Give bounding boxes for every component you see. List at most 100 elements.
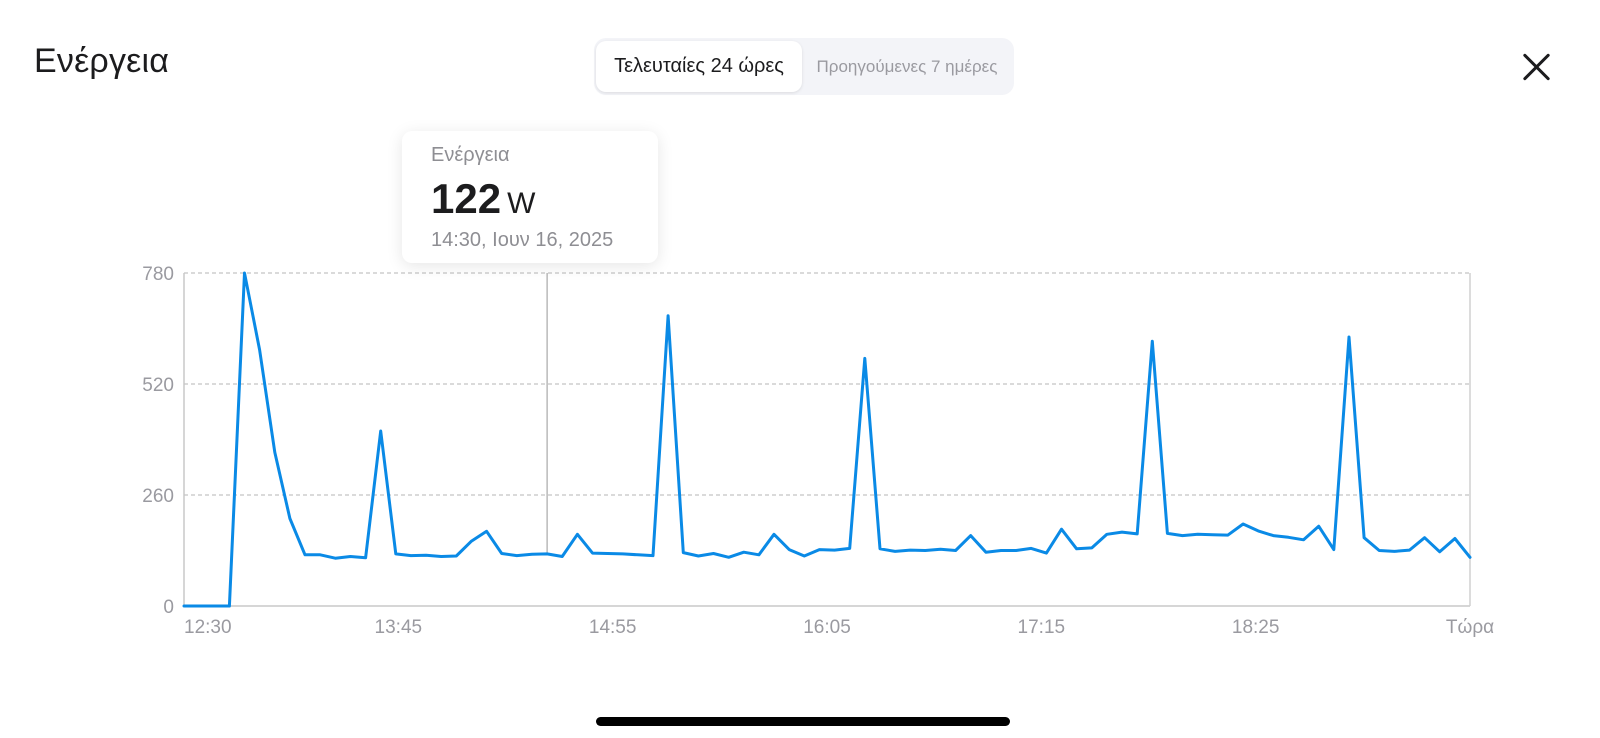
tooltip-value: 122 (431, 175, 502, 222)
tooltip-timestamp: 14:30, Ιουν 16, 2025 (431, 229, 614, 251)
y-tick-label: 0 (163, 597, 174, 618)
tooltip-label: Ενέργεια (431, 144, 510, 166)
data-point (939, 548, 942, 551)
data-point (1105, 533, 1108, 536)
data-point (409, 554, 412, 557)
home-indicator (596, 717, 1010, 726)
data-point (1000, 549, 1003, 552)
data-point (1196, 533, 1199, 536)
y-tick-label: 780 (142, 264, 174, 285)
data-point (1226, 534, 1229, 537)
data-point (515, 554, 518, 557)
x-tick-label: 18:25 (1232, 617, 1280, 638)
data-point (1136, 532, 1139, 535)
data-point (621, 552, 624, 555)
tab-last-24-hours[interactable]: Τελευταίες 24 ώρες (596, 41, 802, 92)
data-point (304, 553, 307, 556)
data-point (228, 605, 231, 608)
data-point (667, 314, 670, 317)
data-point (546, 552, 549, 555)
tab-previous-7-days[interactable]: Προηγούμενες 7 ημέρες (816, 57, 998, 76)
data-point (1453, 537, 1456, 540)
tooltip-unit: W (507, 187, 536, 220)
data-point (742, 551, 745, 554)
data-point (243, 272, 246, 275)
data-point (652, 554, 655, 557)
data-point (1348, 336, 1351, 339)
data-point (1121, 531, 1124, 534)
data-point (273, 451, 276, 454)
data-point (1030, 547, 1033, 550)
data-point (682, 551, 685, 554)
data-point (773, 533, 776, 536)
data-point (894, 550, 897, 553)
data-point (1166, 532, 1169, 535)
data-point (531, 553, 534, 556)
data-point (1242, 523, 1245, 526)
data-point (1423, 536, 1426, 539)
x-tick-label: 14:55 (589, 617, 637, 638)
data-point (319, 553, 322, 556)
data-point (1287, 536, 1290, 539)
series-line (182, 271, 1472, 608)
data-point (1211, 533, 1214, 536)
data-point (561, 555, 564, 558)
data-point (1075, 547, 1078, 550)
data-point (1332, 548, 1335, 551)
data-point (379, 430, 382, 433)
data-point (1469, 556, 1472, 559)
data-point (803, 555, 806, 558)
time-range-selector: Τελευταίες 24 ώρες Προηγούμενες 7 ημέρες (594, 38, 1014, 95)
data-point (1151, 340, 1154, 343)
data-point (788, 548, 791, 551)
data-point (924, 549, 927, 552)
data-point (425, 554, 428, 557)
data-point (909, 549, 912, 552)
page-title: Ενέργεια (34, 42, 170, 80)
data-point (334, 557, 337, 560)
data-point (727, 556, 730, 559)
data-point (1090, 546, 1093, 549)
data-point (455, 555, 458, 558)
data-point (833, 549, 836, 552)
data-point (258, 348, 261, 351)
x-tick-label: 13:45 (375, 617, 423, 638)
x-tick-label: Τώρα (1446, 617, 1494, 638)
x-tick-label: 12:30 (184, 617, 232, 638)
data-point (288, 517, 291, 520)
data-point (349, 555, 352, 558)
data-point (1257, 529, 1260, 532)
data-point (848, 547, 851, 550)
chart-tooltip: Ενέργεια 122 W 14:30, Ιουν 16, 2025 (402, 131, 658, 263)
data-point (697, 555, 700, 558)
data-point (606, 552, 609, 555)
data-point (818, 548, 821, 551)
data-point (485, 530, 488, 533)
data-point (863, 357, 866, 360)
data-point (364, 556, 367, 559)
data-point (1045, 552, 1048, 555)
data-point (954, 549, 957, 552)
data-point (1408, 549, 1411, 552)
data-point (1363, 536, 1366, 539)
data-point (1438, 550, 1441, 553)
data-point (1393, 550, 1396, 553)
data-point (969, 534, 972, 537)
data-point (576, 533, 579, 536)
data-point (984, 551, 987, 554)
data-point (183, 605, 186, 608)
y-tick-label: 520 (142, 375, 174, 396)
data-point (500, 552, 503, 555)
x-tick-label: 17:15 (1018, 617, 1066, 638)
data-point (1272, 534, 1275, 537)
data-point (394, 552, 397, 555)
data-point (213, 605, 216, 608)
data-point (198, 605, 201, 608)
data-point (591, 552, 594, 555)
data-point (636, 553, 639, 556)
y-tick-label: 260 (142, 486, 174, 507)
x-tick-label: 16:05 (803, 617, 851, 638)
data-point (1302, 538, 1305, 541)
data-point (1181, 534, 1184, 537)
